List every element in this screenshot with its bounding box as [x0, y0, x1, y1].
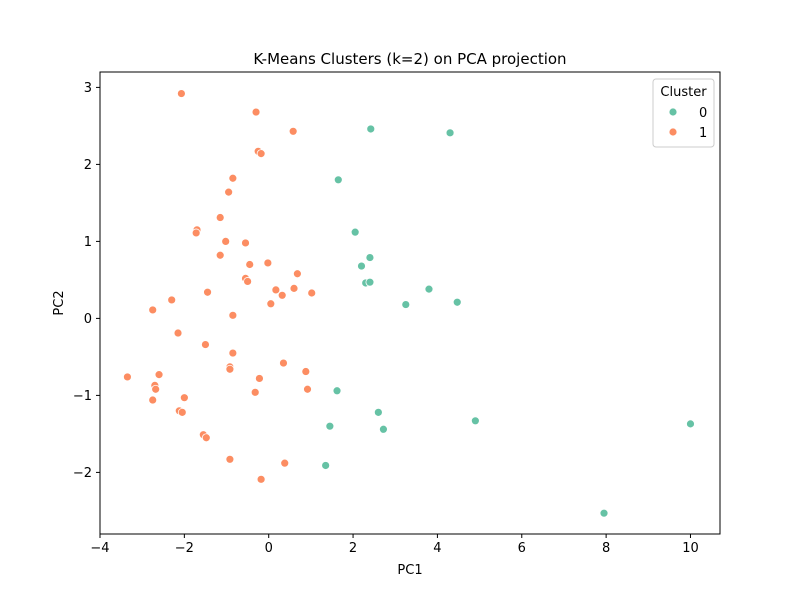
y-tick-label: 1	[84, 235, 92, 250]
scatter-point-cluster-1	[224, 187, 234, 197]
x-tick-label: 2	[349, 541, 357, 556]
scatter-point-cluster-1	[215, 213, 225, 222]
scatter-point-cluster-1	[280, 458, 290, 468]
scatter-point-cluster-0	[445, 128, 455, 138]
scatter-point-cluster-1	[303, 384, 312, 394]
scatter-point-cluster-1	[277, 290, 287, 300]
scatter-point-cluster-0	[379, 424, 388, 434]
scatter-point-cluster-1	[255, 374, 264, 383]
scatter-point-cluster-0	[424, 284, 434, 294]
scatter-point-cluster-0	[373, 407, 383, 417]
legend-label-0: 0	[699, 106, 707, 121]
x-axis: −4 −2 0 2 4 6 8 10	[90, 534, 699, 556]
plot-frame	[99, 71, 721, 535]
scatter-point-cluster-1	[251, 107, 261, 117]
scatter-point-cluster-1	[263, 258, 273, 268]
x-axis-label: PC1	[397, 563, 422, 578]
scatter-point-cluster-1	[228, 173, 238, 183]
scatter-point-cluster-1	[179, 393, 189, 403]
y-axis-label: PC2	[52, 290, 67, 315]
scatter-point-cluster-1	[225, 364, 235, 374]
scatter-point-cluster-1	[148, 305, 158, 315]
scatter-point-cluster-1	[289, 283, 299, 293]
y-tick-label: −1	[73, 389, 92, 404]
scatter-point-cluster-1	[191, 228, 201, 238]
scatter-point-cluster-1	[177, 89, 186, 98]
scatter-point-cluster-1	[288, 126, 298, 136]
scatter-point-cluster-0	[357, 261, 366, 271]
scatter-point-cluster-0	[452, 297, 462, 307]
scatter-point-cluster-1	[250, 387, 260, 397]
y-tick-label: 0	[84, 312, 92, 327]
x-tick-label: 8	[602, 541, 610, 556]
scatter-point-cluster-0	[350, 227, 360, 237]
legend-marker-1	[668, 127, 678, 137]
scatter-point-cluster-1	[243, 277, 253, 286]
scatter-point-cluster-0	[686, 419, 695, 429]
scatter-point-cluster-0	[365, 277, 375, 287]
scatter-point-cluster-1	[266, 299, 276, 309]
scatter-point-cluster-1	[271, 285, 281, 295]
scatter-point-cluster-1	[201, 433, 211, 443]
scatter-point-cluster-1	[148, 395, 158, 405]
scatter-point-cluster-1	[225, 454, 235, 464]
scatter-point-cluster-1	[256, 149, 266, 159]
scatter-point-cluster-0	[366, 124, 376, 134]
scatter-point-cluster-1	[215, 250, 225, 260]
scatter-point-cluster-1	[301, 367, 311, 376]
scatter-point-cluster-1	[292, 269, 302, 279]
scatter-point-cluster-1	[123, 372, 132, 382]
scatter-point-cluster-1	[167, 295, 177, 305]
scatter-point-cluster-0	[325, 421, 335, 431]
scatter-point-cluster-1	[173, 328, 183, 338]
scatter-point-cluster-0	[470, 416, 480, 426]
scatter-point-cluster-1	[201, 340, 210, 349]
y-tick-label: 2	[84, 158, 92, 173]
scatter-point-cluster-0	[321, 461, 331, 470]
scatter-point-cluster-0	[401, 300, 411, 309]
y-tick-label: 3	[84, 81, 92, 96]
scatter-point-cluster-1	[203, 287, 212, 297]
legend-frame	[652, 78, 715, 148]
legend-label-1: 1	[699, 126, 707, 141]
x-tick-label: 6	[518, 541, 526, 556]
x-tick-label: −2	[175, 541, 194, 556]
chart-title: K-Means Clusters (k=2) on PCA projection	[253, 50, 566, 68]
plot-marks	[123, 89, 695, 518]
legend-marker-0	[668, 107, 678, 117]
scatter-point-cluster-1	[221, 236, 231, 246]
scatter-point-cluster-0	[333, 175, 343, 185]
legend: Cluster 0 1	[652, 78, 715, 148]
scatter-point-cluster-1	[228, 310, 238, 320]
scatter-point-cluster-1	[256, 474, 266, 484]
scatter-point-cluster-1	[279, 358, 288, 368]
scatter-point-cluster-0	[365, 253, 375, 262]
y-tick-label: −2	[73, 466, 92, 481]
x-tick-label: 10	[682, 541, 699, 556]
scatter-point-cluster-0	[599, 508, 609, 518]
scatter-point-cluster-1	[151, 384, 161, 394]
scatter-point-cluster-1	[241, 238, 250, 248]
scatter-point-cluster-1	[154, 370, 164, 380]
scatter-point-cluster-1	[228, 348, 238, 358]
scatter-point-cluster-1	[245, 260, 255, 269]
scatter-point-cluster-1	[177, 407, 187, 417]
scatter-point-cluster-1	[307, 288, 317, 298]
legend-title: Cluster	[660, 85, 707, 100]
y-axis: −2 −1 0 1 2 3	[73, 81, 100, 481]
x-tick-label: 0	[265, 541, 273, 556]
scatter-point-cluster-0	[332, 386, 342, 396]
x-tick-label: 4	[433, 541, 441, 556]
x-tick-label: −4	[90, 541, 109, 556]
